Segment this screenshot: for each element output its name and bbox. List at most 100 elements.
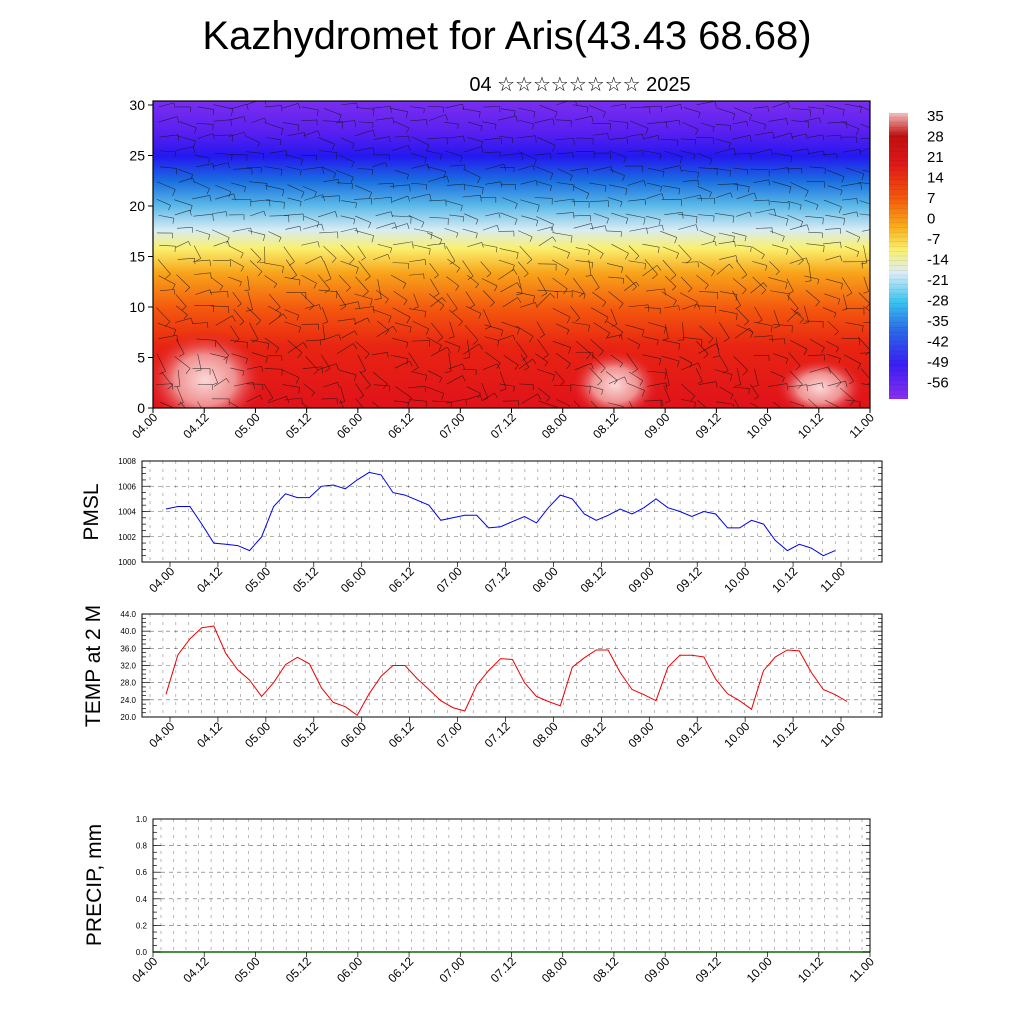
wind-barb (789, 245, 804, 261)
wind-barb (678, 224, 697, 230)
x-tick-label: 04.12 (194, 719, 225, 750)
wind-barb (608, 150, 626, 158)
wind-barb-flag (368, 222, 372, 229)
wind-barb (859, 213, 870, 216)
wind-barb (665, 367, 670, 386)
wind-barb-flag (240, 252, 244, 259)
wind-barb (427, 137, 447, 140)
wind-barb (444, 228, 459, 234)
heatmap-x-tick-label: 08.00 (539, 410, 570, 441)
wind-barb (372, 371, 388, 385)
wind-barb (629, 120, 649, 129)
wind-barb-flag (535, 180, 538, 186)
heatmap-x-tick-label: 09.00 (641, 410, 672, 441)
wind-barb (502, 197, 518, 204)
wind-barb-flag (409, 326, 412, 333)
wind-barb (770, 290, 790, 295)
wind-barb-flag (763, 124, 766, 130)
wind-barb-flag (566, 363, 571, 369)
wind-barb (340, 227, 357, 233)
x-tick-label: 04.12 (194, 564, 225, 595)
wind-barb (698, 381, 717, 385)
wind-barb (822, 241, 841, 245)
y-tick-label: 1006 (118, 482, 136, 491)
wind-barb (409, 106, 425, 109)
wind-barb-flag (821, 347, 825, 353)
wind-barb-flag (734, 241, 736, 247)
wind-barb (537, 338, 549, 355)
wind-barb-flag (663, 384, 670, 387)
wind-barb (826, 134, 841, 137)
wind-barb (391, 274, 407, 284)
wind-barb (211, 277, 224, 287)
wind-barb-flag (351, 161, 355, 168)
wind-barb-flag (730, 394, 734, 400)
temp-y-axis: 20.0 24.0 28.0 32.0 36.0 40.0 44.0 (120, 610, 882, 722)
wind-barb-flag (708, 338, 714, 344)
wind-barb (556, 399, 571, 407)
wind-barb (606, 263, 623, 268)
heatmap-y-tick-label: 5 (137, 350, 145, 366)
wind-barb (213, 104, 233, 110)
wind-barb (498, 334, 514, 341)
wind-barb-flag (735, 313, 738, 321)
x-tick-label: 06.00 (338, 719, 369, 750)
wind-barb (446, 276, 460, 287)
wind-barb (588, 259, 592, 276)
wind-barb (447, 258, 460, 269)
wind-barb (589, 225, 606, 230)
wind-barb-flag (331, 144, 335, 151)
heatmap-y-axis: 0 5 10 15 20 25 30 (129, 97, 153, 416)
wind-barb (411, 163, 428, 169)
wind-barb-flag (462, 363, 465, 370)
wind-barb (264, 105, 282, 108)
wind-barb-flag (816, 204, 819, 210)
x-tick-label: 06.12 (386, 564, 417, 595)
wind-barb (681, 303, 698, 310)
wind-barb (410, 193, 430, 199)
wind-barb-flag (388, 316, 392, 323)
wind-barb-flag (673, 300, 677, 306)
wind-barb (318, 289, 338, 293)
wind-barb-flag (604, 317, 609, 324)
wind-barb-flag (355, 267, 359, 274)
wind-barb-flag (409, 360, 413, 367)
wind-barb (483, 309, 492, 327)
wind-barb (338, 274, 351, 288)
wind-barb (284, 309, 299, 316)
wind-barb (647, 121, 667, 125)
x-tick-label: 08.12 (578, 719, 609, 750)
wind-barb (372, 401, 381, 408)
wind-barb-flag (297, 352, 303, 358)
wind-barb-flag (383, 383, 388, 389)
wind-barb (264, 275, 277, 284)
wind-barb-flag (462, 375, 466, 382)
wind-barb (175, 294, 187, 307)
wind-barb-flag (807, 122, 810, 129)
colorbar-label: 35 (927, 108, 944, 125)
precip-panel: 0.00.20.40.60.81.0 04.00 04.12 05.00 05.12 0… (83, 815, 877, 985)
wind-barb-flag (434, 274, 439, 279)
wind-barb (372, 309, 392, 317)
wind-barb (805, 289, 820, 302)
wind-barb (193, 245, 202, 259)
wind-barb-flag (381, 412, 384, 416)
wind-barb-flag (840, 241, 842, 249)
wind-barb (213, 119, 231, 122)
wind-barb-flag (255, 320, 261, 326)
wind-barb (391, 223, 408, 229)
wind-barb-flag (318, 304, 321, 310)
wind-barb (646, 224, 663, 230)
wind-barb-flag (185, 368, 191, 374)
wind-barb-flag (856, 211, 859, 217)
heatmap-x-tick-label: 07.00 (436, 410, 467, 441)
wind-barb-flag (325, 368, 331, 372)
wind-barb (805, 216, 824, 219)
wind-barb (212, 162, 229, 167)
wind-barb (229, 258, 244, 267)
wind-barb-flag (676, 253, 679, 259)
wind-barb-flag (462, 216, 465, 222)
wind-barb (322, 324, 326, 340)
x-tick-label: 10.00 (721, 564, 752, 595)
wind-barb (841, 277, 853, 294)
